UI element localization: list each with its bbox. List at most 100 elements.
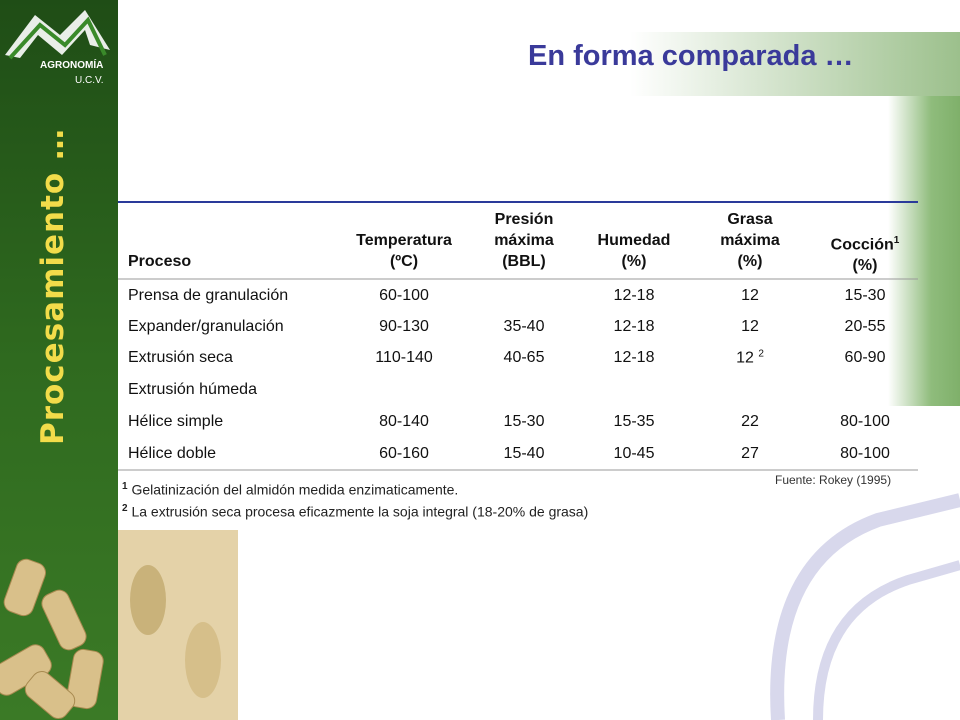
header-text: (ºC) <box>389 253 419 270</box>
decor <box>118 201 960 720</box>
cell-text: 90-130 <box>379 318 429 335</box>
cell: 15-30 <box>845 287 886 305</box>
cell: 110-140 <box>375 349 433 367</box>
header-line: Temperatura <box>356 230 452 251</box>
header-text: (BBL) <box>502 253 546 270</box>
cell-text: Prensa de granulación <box>128 287 289 304</box>
header-line: (%) <box>720 251 780 272</box>
header-text: Cocción <box>830 236 894 254</box>
footnote-text: Gelatinización del almidón medida enzima… <box>131 481 459 498</box>
sidebar <box>0 0 118 720</box>
cell: 10-45 <box>614 445 655 463</box>
cell-text: Extrusión húmeda <box>128 381 257 398</box>
cell-text: 12 <box>736 349 754 367</box>
footnote-mark: 1 <box>122 481 128 492</box>
cell: Hélice simple <box>128 413 223 431</box>
header-line: (BBL) <box>494 251 554 272</box>
header-line: (ºC) <box>356 251 452 272</box>
header-text: (%) <box>621 253 647 270</box>
title-band <box>520 32 960 96</box>
cell: 20-55 <box>845 318 886 336</box>
header-line: máxima <box>720 230 780 251</box>
cell: 12 <box>741 318 759 336</box>
header-cell: Presión máxima (BBL) <box>494 209 554 272</box>
cell-text: 80-100 <box>840 413 890 430</box>
header-line: (%) <box>831 255 900 276</box>
cell-text: 15-35 <box>613 413 655 430</box>
superscript: 1 <box>893 235 900 246</box>
header-text: (%) <box>737 253 763 270</box>
cell-text: 40-65 <box>503 349 545 366</box>
cell-text: Hélice simple <box>128 413 224 430</box>
cell-text: Hélice doble <box>128 445 217 462</box>
cell: 80-140 <box>379 413 429 431</box>
footnote-text: La extrusión seca procesa eficazmente la… <box>131 503 589 520</box>
cell: 12 2 <box>736 348 764 367</box>
cell: 60-100 <box>379 287 429 305</box>
header-line: Cocción1 <box>831 230 900 255</box>
cell: 22 <box>741 413 759 431</box>
cell: 60-90 <box>845 349 886 367</box>
cell-text: 12-18 <box>613 318 655 335</box>
cell-text: 22 <box>741 413 759 430</box>
header-cell: Temperatura (ºC) <box>356 230 452 272</box>
header-line: Grasa <box>720 209 780 230</box>
header-line: Presión <box>494 209 554 230</box>
cell-text: 15-30 <box>503 413 545 430</box>
cell-text: 60-90 <box>844 349 886 366</box>
sidebar-title: Procesamiento … <box>35 127 71 445</box>
cell-text: 12-18 <box>613 349 655 366</box>
header-text: Presión <box>494 211 554 228</box>
superscript: 2 <box>758 348 764 360</box>
header-text: máxima <box>494 232 554 249</box>
footnote: 1 Gelatinización del almidón medida enzi… <box>122 481 458 498</box>
header-cell: Proceso <box>128 251 191 272</box>
cell: 15-40 <box>504 445 545 463</box>
cell: 40-65 <box>504 349 545 367</box>
cell: 27 <box>741 445 759 463</box>
cell-text: 35-40 <box>503 318 545 335</box>
cell: 12-18 <box>614 318 655 336</box>
logo-sub: U.C.V. <box>75 75 104 86</box>
source: Fuente: Rokey (1995) <box>775 473 892 487</box>
cell: Extrusión seca <box>128 349 233 367</box>
footnote-mark: 2 <box>122 503 128 514</box>
header-text: Proceso <box>128 253 192 270</box>
cell-text: 80-100 <box>840 445 890 462</box>
cell-text: 20-55 <box>844 318 886 335</box>
cell-text: 15-30 <box>844 287 886 304</box>
footnote: 2 La extrusión seca procesa eficazmente … <box>122 503 588 520</box>
cell: 12-18 <box>614 349 655 367</box>
cell-text: 110-140 <box>375 349 433 366</box>
cell-text: 12 <box>741 318 759 335</box>
cell: 15-35 <box>614 413 655 431</box>
header-text: Humedad <box>597 232 671 249</box>
cell-text: 10-45 <box>613 445 655 462</box>
cell: 80-100 <box>840 445 890 463</box>
header-text: (%) <box>852 257 878 275</box>
header-line: (%) <box>598 251 671 272</box>
cell: 35-40 <box>504 318 545 336</box>
cell-text: 15-40 <box>503 445 545 462</box>
cell: Prensa de granulación <box>128 287 288 305</box>
cell-text: 60-100 <box>379 287 429 304</box>
header-text: Grasa <box>727 211 773 228</box>
header-cell: Humedad (%) <box>598 230 671 272</box>
header-line: máxima <box>494 230 554 251</box>
cell-text: Extrusión seca <box>128 349 233 366</box>
cell: 12 <box>741 287 759 305</box>
cell: 60-160 <box>379 445 429 463</box>
cell: Expander/granulación <box>128 318 284 336</box>
cell-text: 60-160 <box>379 445 429 462</box>
right-bar <box>888 96 960 406</box>
header-cell: Grasa máxima (%) <box>720 209 780 272</box>
header-line: Humedad <box>598 230 671 251</box>
cell-text: Expander/granulación <box>128 318 284 335</box>
cell: 80-100 <box>840 413 890 431</box>
header-text: máxima <box>720 232 780 249</box>
cell-text: 12-18 <box>613 287 655 304</box>
sidebar-art <box>0 10 110 719</box>
header-text: Temperatura <box>356 232 452 249</box>
cell-text: 27 <box>741 445 759 462</box>
